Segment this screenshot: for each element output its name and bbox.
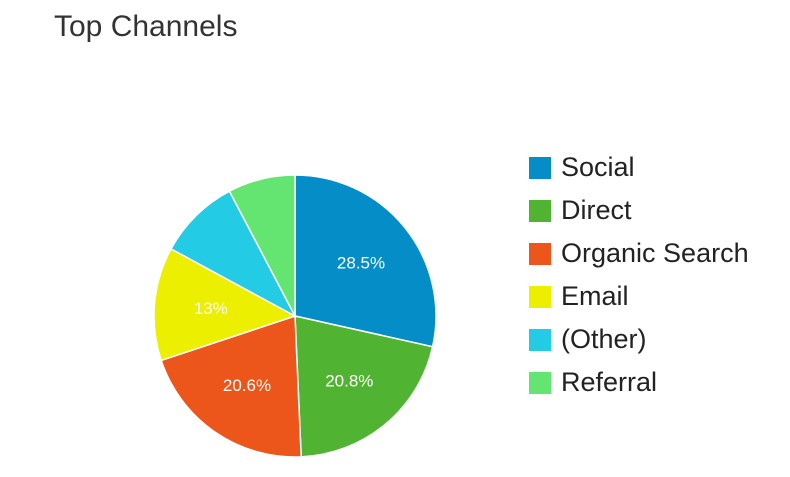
- pie-slice-other[interactable]: [169, 190, 297, 318]
- legend-swatch: [529, 242, 551, 265]
- pie-slice-social[interactable]: [294, 174, 437, 348]
- legend-swatch: [529, 371, 551, 394]
- legend: Social Direct Organic Search Email (Othe…: [529, 146, 749, 404]
- chart-title: Top Channels: [54, 10, 238, 43]
- pie-slice-direct[interactable]: [294, 315, 434, 458]
- legend-swatch: [529, 285, 551, 308]
- legend-item-email[interactable]: Email: [529, 275, 749, 318]
- data-label-email: 13%: [194, 299, 228, 318]
- legend-label: Referral: [561, 367, 658, 397]
- legend-swatch: [529, 156, 551, 179]
- data-label-social: 28.5%: [337, 254, 385, 273]
- pie-slice-email[interactable]: [153, 247, 297, 362]
- legend-label: Direct: [561, 195, 632, 225]
- legend-label: Social: [561, 152, 635, 182]
- legend-item-other[interactable]: (Other): [529, 318, 749, 361]
- data-label-organic-search: 20.6%: [223, 376, 271, 395]
- legend-label: (Other): [561, 324, 647, 354]
- legend-item-direct[interactable]: Direct: [529, 189, 749, 232]
- legend-swatch: [529, 199, 551, 222]
- pie-slice-referral[interactable]: [228, 174, 296, 317]
- legend-swatch: [529, 328, 551, 351]
- legend-label: Organic Search: [561, 238, 749, 268]
- data-label-direct: 20.8%: [325, 371, 373, 390]
- legend-item-organic-search[interactable]: Organic Search: [529, 232, 749, 275]
- pie-slice-organic-search[interactable]: [160, 314, 302, 458]
- legend-item-social[interactable]: Social: [529, 146, 749, 189]
- legend-label: Email: [561, 281, 629, 311]
- legend-item-referral[interactable]: Referral: [529, 361, 749, 404]
